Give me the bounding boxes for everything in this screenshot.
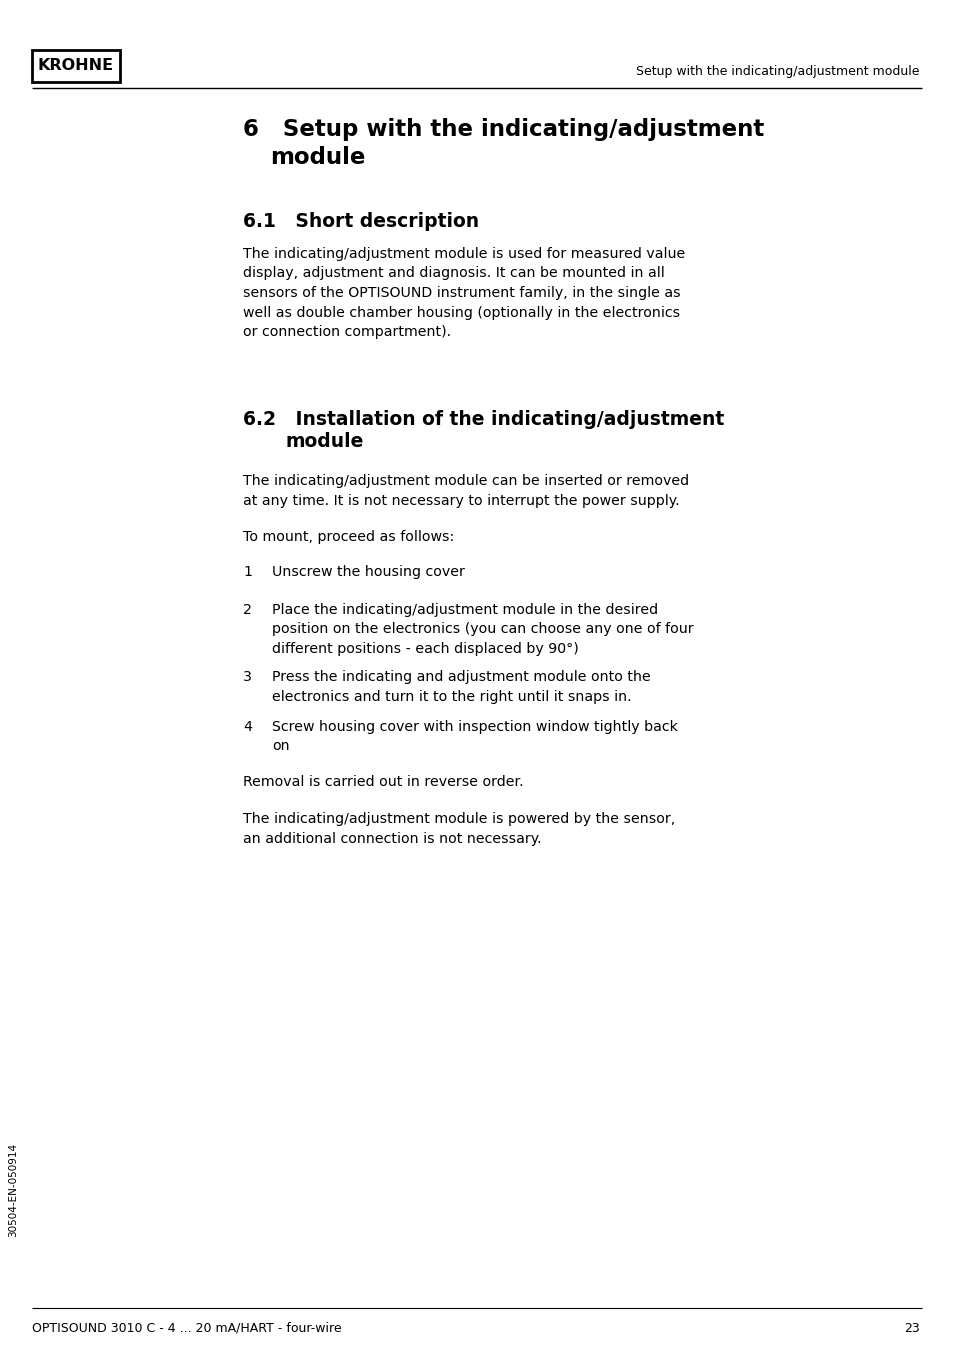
Text: module: module: [270, 146, 365, 169]
Text: 6.1   Short description: 6.1 Short description: [243, 212, 478, 231]
Text: 4: 4: [243, 721, 252, 734]
Text: The indicating/adjustment module is powered by the sensor,
an additional connect: The indicating/adjustment module is powe…: [243, 813, 675, 845]
Text: Unscrew the housing cover: Unscrew the housing cover: [272, 565, 464, 579]
Text: 6.2   Installation of the indicating/adjustment: 6.2 Installation of the indicating/adjus…: [243, 410, 723, 429]
Text: 2: 2: [243, 603, 252, 617]
Text: KROHNE: KROHNE: [38, 58, 114, 73]
Text: 3: 3: [243, 671, 252, 684]
Text: The indicating/adjustment module is used for measured value
display, adjustment : The indicating/adjustment module is used…: [243, 247, 684, 339]
Text: 6   Setup with the indicating/adjustment: 6 Setup with the indicating/adjustment: [243, 118, 763, 141]
Text: module: module: [286, 433, 364, 452]
Text: 30504-EN-050914: 30504-EN-050914: [8, 1142, 18, 1237]
Text: Place the indicating/adjustment module in the desired
position on the electronic: Place the indicating/adjustment module i…: [272, 603, 693, 656]
Text: Press the indicating and adjustment module onto the
electronics and turn it to t: Press the indicating and adjustment modu…: [272, 671, 650, 703]
Bar: [32, 50, 120, 82]
Text: To mount, proceed as follows:: To mount, proceed as follows:: [243, 530, 454, 544]
Text: The indicating/adjustment module can be inserted or removed
at any time. It is n: The indicating/adjustment module can be …: [243, 475, 688, 507]
Text: Setup with the indicating/adjustment module: Setup with the indicating/adjustment mod…: [636, 65, 919, 78]
Text: Screw housing cover with inspection window tightly back
on: Screw housing cover with inspection wind…: [272, 721, 678, 753]
Text: 1: 1: [243, 565, 252, 579]
Text: Removal is carried out in reverse order.: Removal is carried out in reverse order.: [243, 775, 523, 790]
Text: OPTISOUND 3010 C - 4 ... 20 mA/HART - four-wire: OPTISOUND 3010 C - 4 ... 20 mA/HART - fo…: [32, 1321, 341, 1334]
Text: 23: 23: [903, 1321, 919, 1334]
